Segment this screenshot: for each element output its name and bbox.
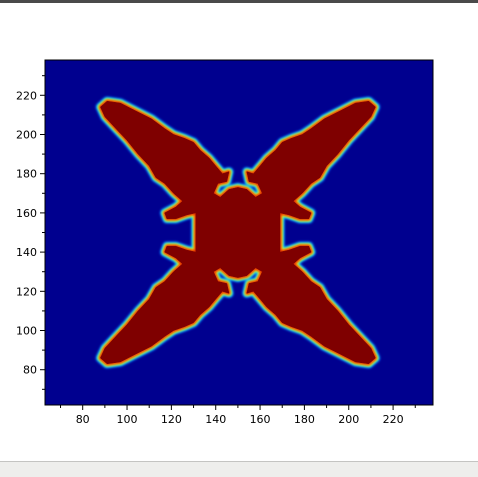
dendrite-shape [100, 100, 376, 365]
y-tick-label: 220 [16, 89, 37, 102]
status-bar [0, 461, 478, 477]
y-tick-label: 180 [16, 168, 37, 181]
heatmap-chart: 80 100 120 140 160 180 200 220 80 100 120 140 160 18… [16, 59, 434, 426]
x-tick-label: 220 [383, 413, 404, 426]
window-top-border [0, 0, 478, 3]
x-tick-label: 80 [76, 413, 90, 426]
x-tick-label: 160 [250, 413, 271, 426]
y-tick-label: 80 [23, 364, 37, 377]
x-tick-label: 200 [338, 413, 359, 426]
plot-area: 80 100 120 140 160 180 200 220 80 100 120 140 160 18… [0, 3, 478, 461]
axes-frame [44, 59, 434, 406]
x-tick-label: 180 [294, 413, 315, 426]
y-tick-label: 200 [16, 128, 37, 141]
y-tick-label: 120 [16, 285, 37, 298]
x-tick-label: 100 [117, 413, 138, 426]
y-tick-label: 140 [16, 246, 37, 259]
y-tick-label: 160 [16, 207, 37, 220]
y-tick-label: 100 [16, 325, 37, 338]
x-tick-label: 140 [205, 413, 226, 426]
x-tick-label: 120 [161, 413, 182, 426]
